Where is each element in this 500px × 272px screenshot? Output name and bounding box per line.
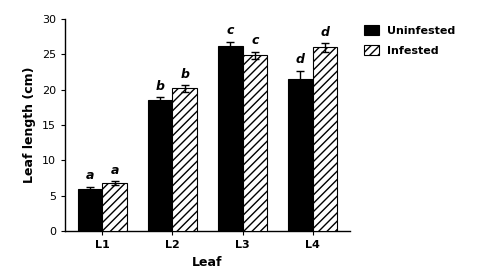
Bar [242, 55, 267, 231]
Text: d: d [296, 53, 305, 66]
Text: a: a [86, 169, 94, 183]
Y-axis label: Leaf length (cm): Leaf length (cm) [24, 67, 36, 183]
Legend: Uninfested, Infested: Uninfested, Infested [364, 24, 456, 56]
Text: a: a [110, 164, 119, 177]
Bar [288, 79, 312, 231]
Bar [102, 183, 127, 231]
Text: d: d [320, 26, 330, 39]
Bar [78, 189, 102, 231]
Text: c: c [251, 34, 258, 47]
Bar [218, 46, 242, 231]
Text: b: b [180, 67, 189, 81]
X-axis label: Leaf: Leaf [192, 256, 223, 269]
Bar [172, 88, 197, 231]
Bar [312, 47, 337, 231]
Text: b: b [156, 80, 164, 92]
Text: c: c [226, 24, 234, 38]
Bar [148, 100, 172, 231]
